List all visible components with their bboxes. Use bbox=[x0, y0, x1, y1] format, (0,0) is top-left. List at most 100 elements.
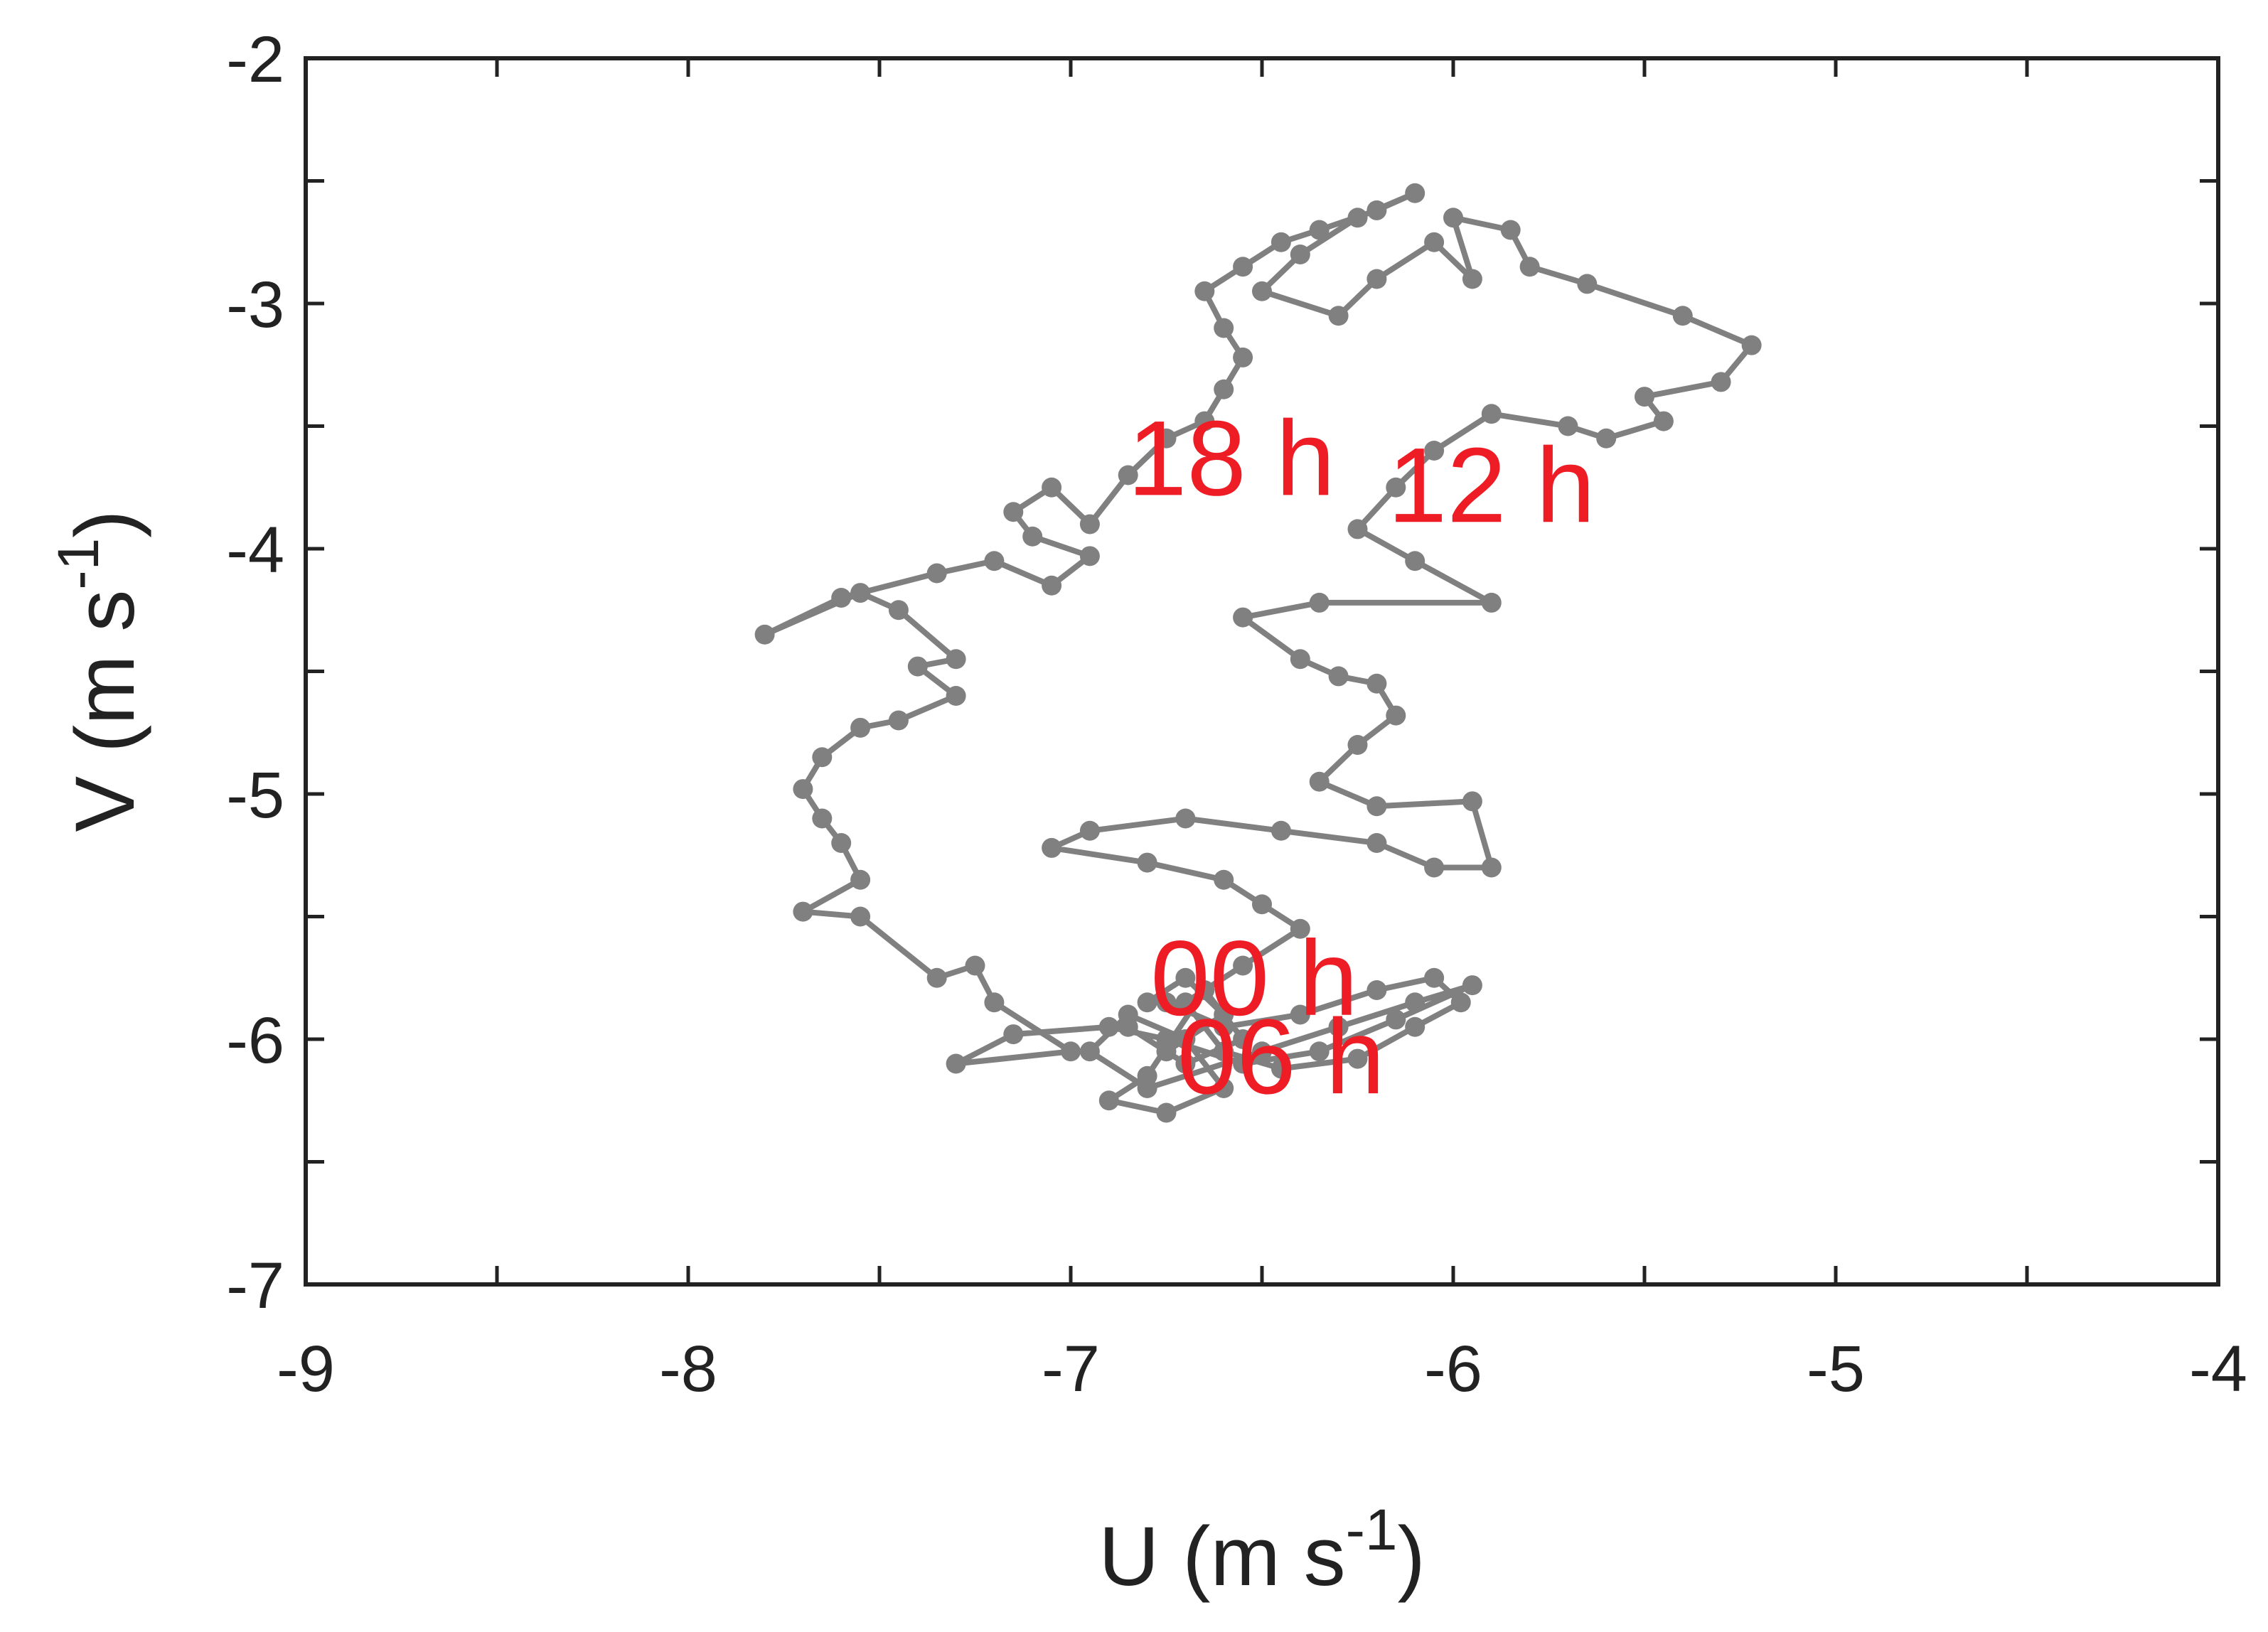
data-point bbox=[1194, 281, 1215, 301]
data-point bbox=[831, 833, 852, 853]
data-point bbox=[1022, 526, 1043, 547]
data-point bbox=[1711, 372, 1731, 392]
data-point bbox=[1137, 1078, 1157, 1098]
data-point bbox=[850, 869, 871, 890]
data-point bbox=[1079, 820, 1100, 841]
data-point bbox=[1156, 992, 1177, 1013]
data-point bbox=[1347, 735, 1368, 755]
data-point bbox=[1481, 592, 1502, 613]
data-point bbox=[1079, 1041, 1100, 1062]
x-tick-label: -6 bbox=[1424, 1333, 1482, 1405]
data-point bbox=[1519, 257, 1540, 277]
data-point bbox=[1042, 575, 1062, 596]
data-point bbox=[1003, 1024, 1024, 1045]
data-point bbox=[965, 955, 985, 976]
data-point bbox=[1214, 1016, 1234, 1037]
data-point bbox=[1156, 428, 1177, 449]
data-point bbox=[1098, 1016, 1119, 1037]
data-point bbox=[1156, 1102, 1177, 1123]
y-tick-label: -7 bbox=[226, 1250, 284, 1322]
data-point bbox=[1386, 705, 1406, 726]
data-point bbox=[1214, 869, 1234, 890]
data-point bbox=[831, 588, 852, 608]
data-point bbox=[1271, 1058, 1291, 1079]
data-point bbox=[1233, 1029, 1253, 1049]
data-point bbox=[1214, 1041, 1234, 1062]
data-point bbox=[1079, 514, 1100, 535]
data-point bbox=[1481, 857, 1502, 878]
time-annotation: 06 h bbox=[1177, 997, 1385, 1116]
data-point bbox=[1233, 347, 1253, 367]
data-point bbox=[1156, 1029, 1177, 1049]
data-point bbox=[1577, 274, 1598, 294]
x-tick-label: -8 bbox=[659, 1333, 717, 1405]
data-point bbox=[1405, 1016, 1425, 1037]
data-point bbox=[1003, 502, 1024, 522]
data-point bbox=[1386, 477, 1406, 498]
x-tick-label: -5 bbox=[1807, 1333, 1865, 1405]
time-annotation: 00 h bbox=[1150, 918, 1358, 1038]
data-point bbox=[1443, 208, 1463, 228]
data-point bbox=[1596, 428, 1617, 449]
data-point bbox=[1290, 918, 1310, 939]
data-point bbox=[1271, 232, 1291, 252]
data-point bbox=[1450, 992, 1471, 1013]
data-point bbox=[984, 551, 1005, 571]
data-point bbox=[1366, 980, 1387, 1000]
data-point bbox=[1741, 335, 1762, 355]
data-point bbox=[1462, 975, 1482, 996]
data-point bbox=[946, 649, 966, 670]
data-point bbox=[1079, 546, 1100, 567]
data-point bbox=[1252, 1041, 1272, 1062]
data-point bbox=[946, 686, 966, 706]
data-point bbox=[984, 992, 1005, 1013]
series-layer bbox=[754, 183, 1762, 1123]
data-point bbox=[1118, 1004, 1138, 1025]
data-point bbox=[1233, 955, 1253, 976]
data-point bbox=[1233, 257, 1253, 277]
data-point bbox=[1233, 607, 1253, 628]
data-point bbox=[1137, 852, 1157, 873]
data-point bbox=[1137, 992, 1157, 1013]
data-point bbox=[1042, 837, 1062, 858]
y-axis-label: V (m s-1) bbox=[46, 510, 152, 832]
data-point bbox=[1405, 551, 1425, 571]
data-point bbox=[754, 624, 775, 645]
y-tick-label: -5 bbox=[226, 759, 284, 832]
data-point bbox=[1175, 967, 1196, 988]
time-annotation: 18 h bbox=[1128, 398, 1335, 517]
data-point bbox=[1366, 833, 1387, 853]
tick-layer bbox=[304, 56, 2220, 1287]
data-point bbox=[1175, 1029, 1196, 1049]
data-point bbox=[1194, 411, 1215, 431]
x-axis-label: U (m s-1) bbox=[1098, 1498, 1425, 1604]
annotation-layer: 18 h 12 h 00 h06 h bbox=[1128, 398, 1595, 1116]
data-point bbox=[1386, 1009, 1406, 1030]
x-tick-label: -9 bbox=[277, 1333, 335, 1405]
data-point bbox=[1500, 220, 1521, 240]
data-point bbox=[1118, 465, 1138, 485]
data-point bbox=[1558, 416, 1578, 436]
data-point bbox=[888, 600, 909, 621]
y-tick-label: -2 bbox=[226, 23, 284, 96]
data-point bbox=[1175, 808, 1196, 829]
tick-label-layer: -9 -8 -7 -6 -5 -4 -7 -6 -5 -4 -3 -2 bbox=[226, 23, 2247, 1405]
y-tick-label: -4 bbox=[226, 514, 284, 586]
data-point bbox=[926, 967, 947, 988]
y-tick-label: -6 bbox=[226, 1004, 284, 1077]
data-point bbox=[907, 656, 928, 677]
data-point bbox=[1061, 1041, 1081, 1062]
data-point bbox=[1252, 281, 1272, 301]
data-point bbox=[1424, 967, 1445, 988]
data-point bbox=[1290, 649, 1310, 670]
data-point bbox=[1098, 1090, 1119, 1111]
data-point bbox=[1214, 1078, 1234, 1098]
data-point bbox=[1328, 306, 1349, 326]
data-point bbox=[1635, 387, 1654, 407]
data-point bbox=[850, 717, 871, 738]
data-point bbox=[1214, 379, 1234, 399]
data-point bbox=[1405, 183, 1425, 203]
data-point bbox=[1194, 980, 1215, 1000]
y-tick-label: -3 bbox=[226, 269, 284, 341]
